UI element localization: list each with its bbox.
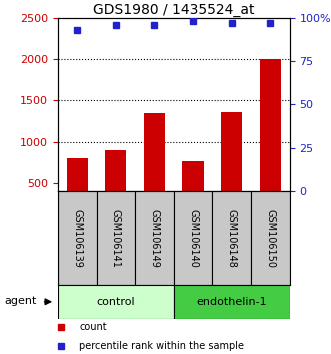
Bar xyxy=(58,285,174,319)
Bar xyxy=(213,191,251,285)
Bar xyxy=(251,191,290,285)
Bar xyxy=(144,113,165,191)
Bar xyxy=(97,191,135,285)
Text: count: count xyxy=(79,322,107,332)
Bar xyxy=(174,191,213,285)
Text: control: control xyxy=(97,297,135,307)
Text: percentile rank within the sample: percentile rank within the sample xyxy=(79,341,244,351)
Bar xyxy=(221,112,242,191)
Text: GSM106140: GSM106140 xyxy=(188,209,198,268)
Bar xyxy=(58,191,97,285)
Bar xyxy=(260,59,281,191)
Text: GSM106141: GSM106141 xyxy=(111,209,121,268)
Text: agent: agent xyxy=(5,296,37,306)
Text: endothelin-1: endothelin-1 xyxy=(196,297,267,307)
Title: GDS1980 / 1435524_at: GDS1980 / 1435524_at xyxy=(93,3,255,17)
Text: GSM106150: GSM106150 xyxy=(265,209,275,268)
Bar xyxy=(174,285,290,319)
Text: GSM106149: GSM106149 xyxy=(150,209,160,268)
Text: GSM106139: GSM106139 xyxy=(72,209,82,268)
Bar xyxy=(67,158,88,191)
Bar xyxy=(105,150,126,191)
Bar xyxy=(182,161,204,191)
Text: GSM106148: GSM106148 xyxy=(227,209,237,268)
Bar xyxy=(135,191,174,285)
